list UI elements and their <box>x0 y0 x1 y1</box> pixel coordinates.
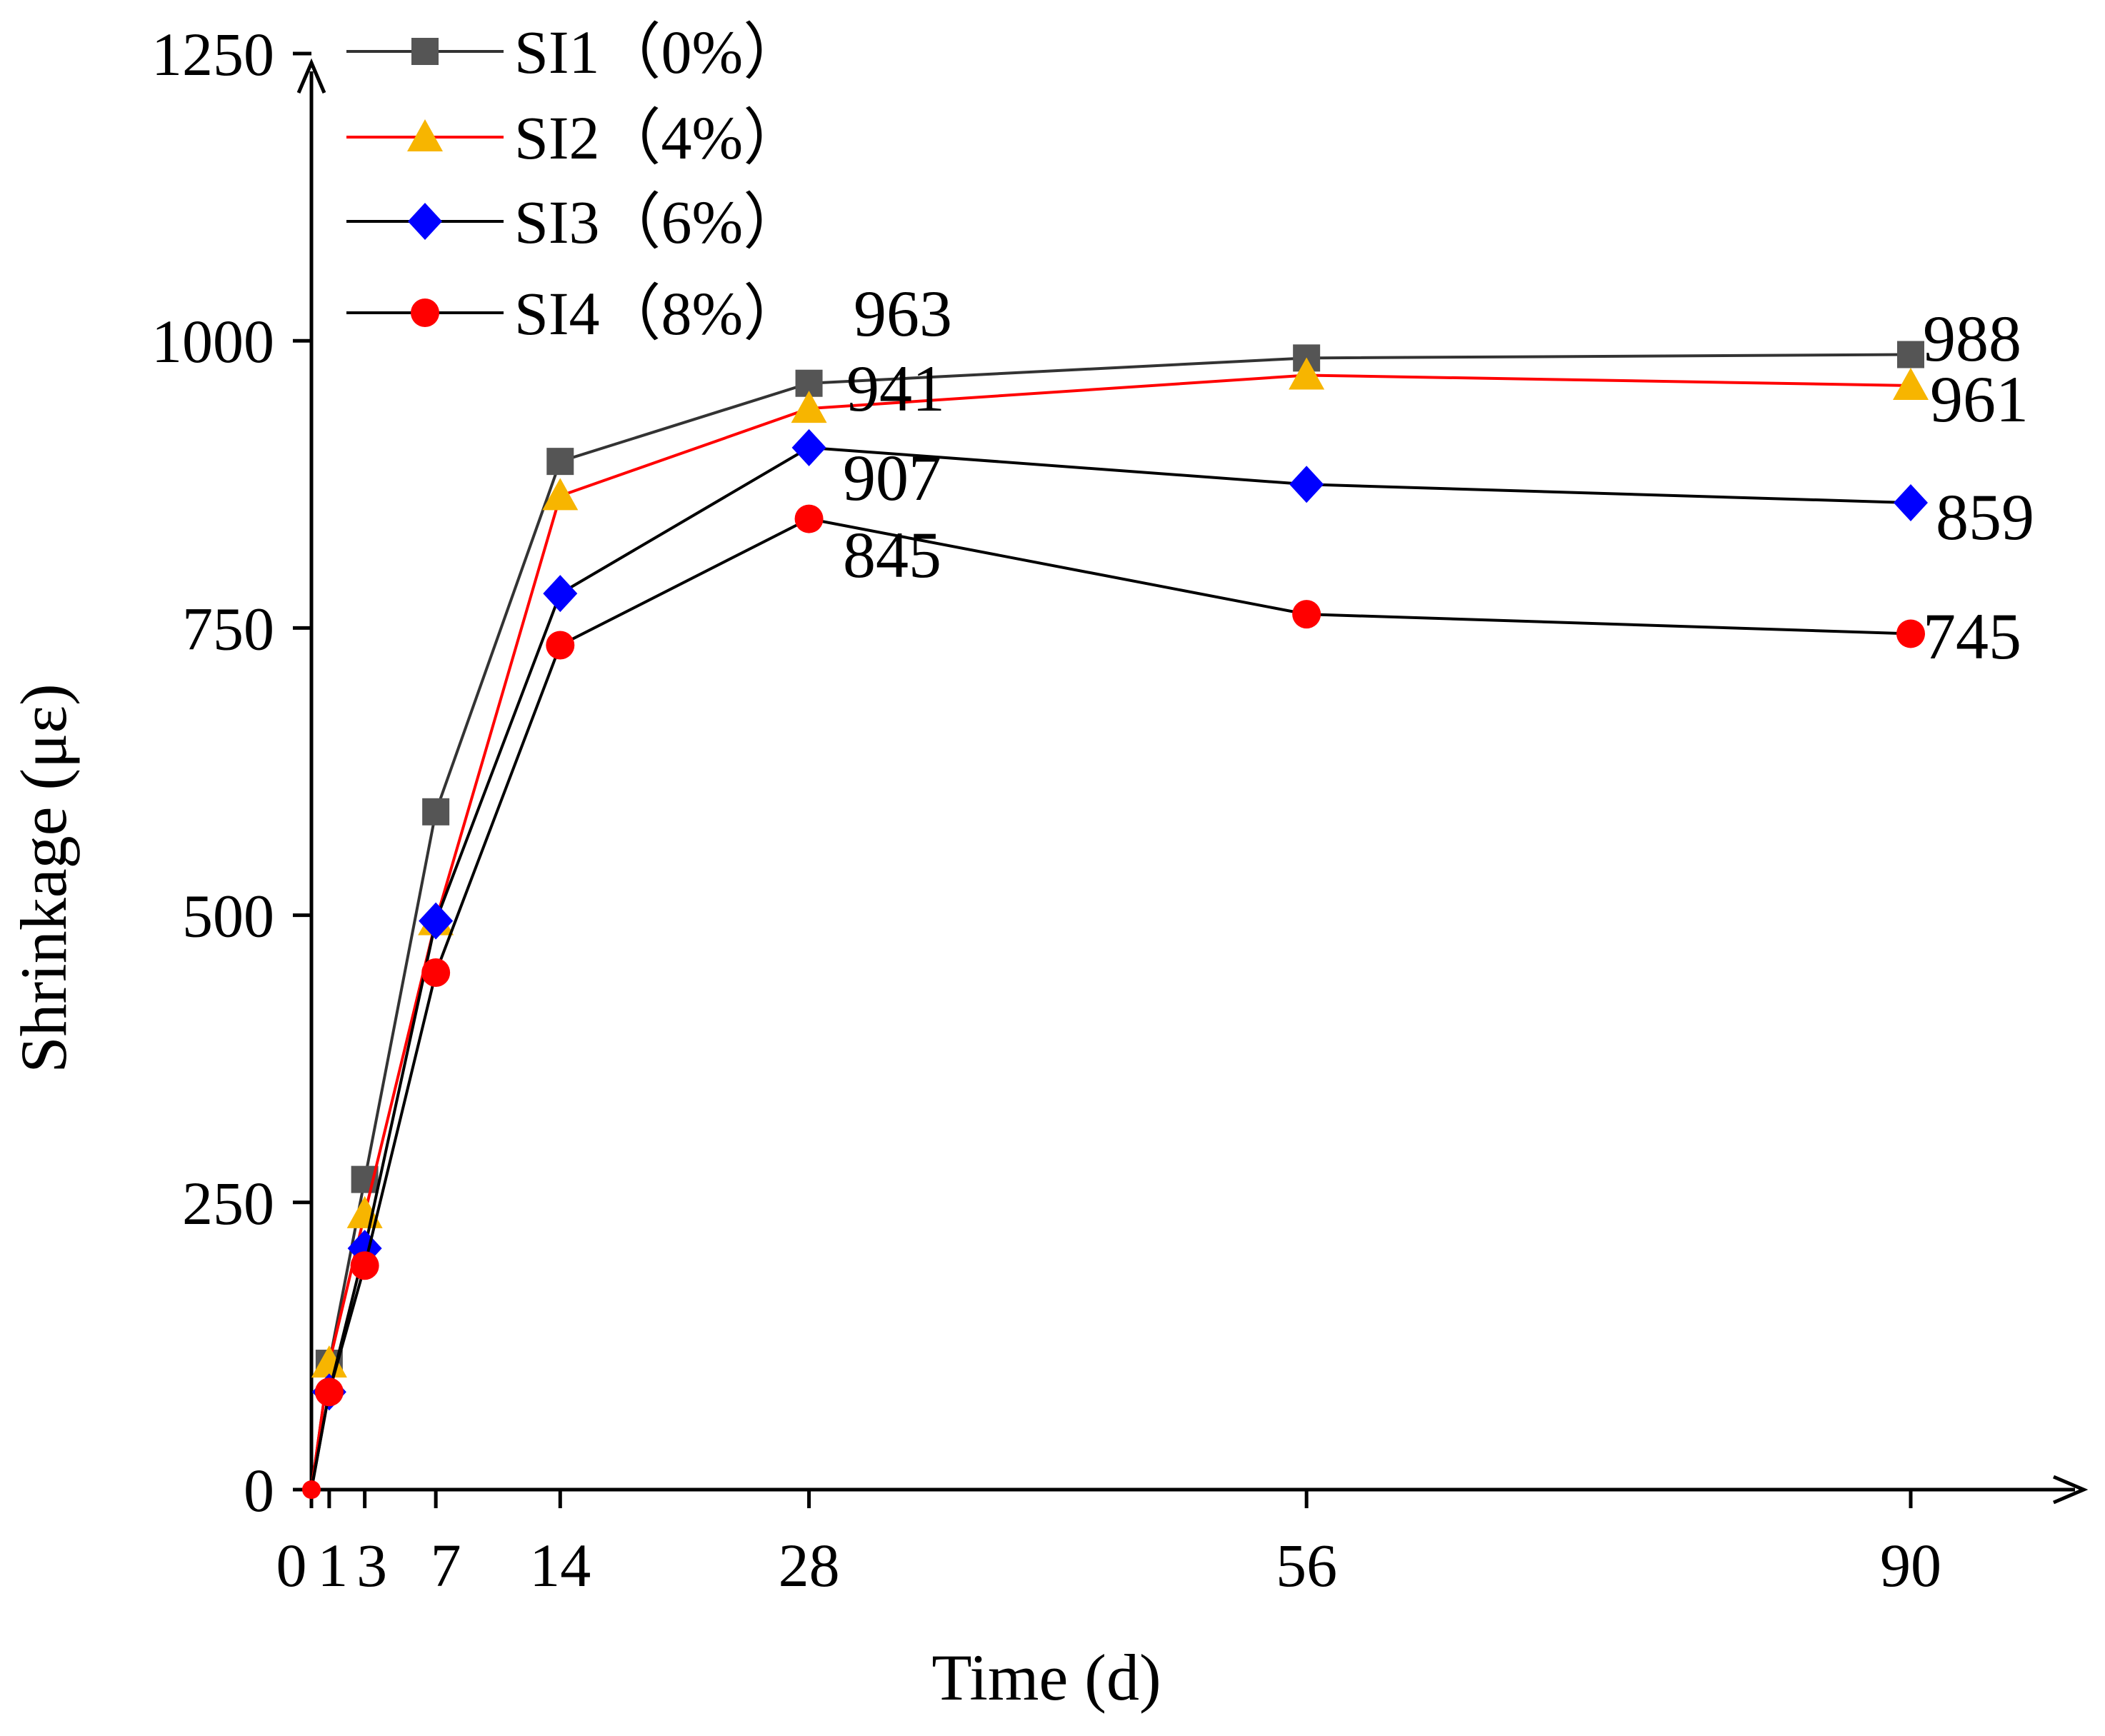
y-axis-arrow <box>296 58 326 94</box>
data-point <box>1289 466 1324 503</box>
legend: SI1（0%） SI2（4%） SI3（6%） SI4（8%） <box>346 18 804 348</box>
data-point <box>794 504 824 533</box>
legend-marker <box>408 203 442 240</box>
data-point <box>422 798 450 826</box>
data-point <box>1292 600 1321 629</box>
data-label: 963 <box>854 277 952 350</box>
data-label: 745 <box>1923 600 2021 673</box>
series-1 <box>310 341 1924 1490</box>
y-tick-label: 500 <box>182 882 274 950</box>
data-point <box>302 1480 321 1499</box>
data-point <box>546 448 574 476</box>
data-point <box>791 428 826 466</box>
x-axis-arrow <box>2053 1475 2089 1505</box>
x-tick-label: 56 <box>1276 1531 1337 1600</box>
data-point <box>419 902 454 940</box>
data-label: 941 <box>846 352 945 425</box>
legend-label: SI3（6%） <box>514 188 804 256</box>
data-point <box>311 1345 347 1378</box>
x-tick-label: 7 <box>431 1531 461 1600</box>
x-tick-label: 0 <box>276 1531 307 1600</box>
data-point <box>421 958 451 988</box>
y-tick-label: 750 <box>182 594 274 663</box>
series-3 <box>310 428 1928 1490</box>
series-2 <box>310 357 1929 1490</box>
legend-marker <box>407 119 443 151</box>
y-tick-label: 250 <box>182 1169 274 1238</box>
data-point <box>1897 341 1924 368</box>
data-point <box>346 1195 383 1228</box>
legend-item: SI4（8%） <box>346 279 804 348</box>
data-point <box>1289 357 1325 390</box>
x-axis-label: Time (d) <box>931 1641 1161 1714</box>
ticks-layer: 0 1 3 7 14 28 56 90 0 250 500 750 1000 1250 <box>151 20 1941 1600</box>
y-tick-label: 0 <box>244 1456 274 1525</box>
data-point <box>1896 619 1925 648</box>
x-tick-label: 90 <box>1880 1531 1941 1600</box>
series-layer <box>302 341 1929 1499</box>
data-label: 907 <box>843 441 941 514</box>
x-tick-label: 28 <box>779 1531 840 1600</box>
y-tick-label: 1000 <box>151 307 274 376</box>
series-4 <box>310 504 1925 1490</box>
axes-layer <box>296 58 2089 1505</box>
y-tick-label: 1250 <box>151 20 274 89</box>
legend-marker <box>411 38 439 65</box>
data-point <box>314 1378 344 1407</box>
series-line <box>310 373 1911 1490</box>
x-tick-label: 3 <box>356 1531 387 1600</box>
data-point <box>546 631 575 660</box>
data-label: 845 <box>843 518 941 591</box>
x-tick-label: 1 <box>317 1531 348 1600</box>
series-line <box>310 517 1911 1490</box>
legend-item: SI3（6%） <box>346 188 804 256</box>
data-label: 988 <box>1923 302 2021 375</box>
legend-marker <box>411 298 439 327</box>
data-point <box>542 478 579 511</box>
legend-label: SI4（8%） <box>514 279 804 348</box>
data-point <box>1893 367 1929 400</box>
legend-label: SI2（4%） <box>514 104 804 172</box>
data-point <box>543 575 578 613</box>
series-line <box>310 446 1911 1490</box>
legend-item: SI1（0%） <box>346 18 804 86</box>
legend-label: SI1（0%） <box>514 18 804 86</box>
data-point <box>1894 484 1928 522</box>
data-label: 961 <box>1930 363 2029 436</box>
legend-item: SI2（4%） <box>346 104 804 172</box>
data-point <box>350 1251 379 1280</box>
x-tick-label: 14 <box>529 1531 591 1600</box>
data-label: 859 <box>1936 481 2034 553</box>
y-axis-label: Shrinkage (με) <box>7 683 80 1073</box>
data-point <box>791 391 827 423</box>
